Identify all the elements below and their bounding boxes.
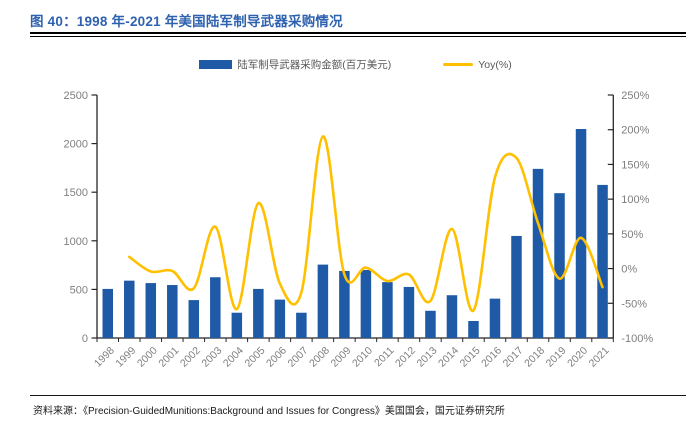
- bar-2008: [317, 264, 329, 338]
- source-note: 资料来源：《Precision-GuidedMunitions:Backgrou…: [33, 406, 505, 417]
- bar-2014: [446, 295, 458, 338]
- bar-2012: [403, 286, 415, 338]
- x-axis-label: 2006: [264, 345, 289, 370]
- x-axis-label: 2008: [307, 345, 332, 370]
- right-axis-label: 150%: [621, 159, 649, 171]
- bar-1998: [102, 288, 114, 338]
- title-divider: [30, 32, 686, 37]
- bar-2020: [575, 129, 587, 338]
- x-axis-label: 2021: [587, 345, 612, 370]
- x-axis-label: 2012: [393, 345, 418, 370]
- bar-2007: [296, 312, 307, 338]
- right-axis-label: 200%: [621, 125, 649, 137]
- bar-2003: [210, 277, 221, 338]
- right-axis-label: 50%: [621, 229, 643, 241]
- x-axis-label: 2018: [522, 345, 547, 370]
- x-axis-label: 2017: [501, 345, 526, 370]
- left-axis-label: 500: [70, 284, 88, 296]
- bar-2015: [468, 320, 479, 338]
- figure-title: 图 40：1998 年-2021 年美国陆军制导武器采购情况: [30, 14, 343, 29]
- footer-divider: [30, 395, 686, 396]
- x-axis-label: 2002: [178, 345, 203, 370]
- x-axis-label: 2005: [242, 345, 267, 370]
- bar-2002: [188, 300, 200, 338]
- x-axis-label: 1999: [113, 345, 138, 370]
- x-axis-label: 2015: [458, 345, 483, 370]
- bar-2006: [274, 299, 286, 338]
- left-axis-label: 2000: [64, 139, 88, 151]
- bar-2010: [360, 269, 372, 338]
- bar-series-swatch: [199, 60, 233, 69]
- bar-2013: [425, 310, 436, 338]
- left-axis-label: 1000: [64, 236, 88, 248]
- x-axis-label: 2014: [436, 345, 461, 370]
- left-axis-label: 2500: [64, 90, 88, 102]
- legend-item-bar: 陆军制导武器采购金额(百万美元): [199, 57, 391, 72]
- left-axis-label: 0: [82, 333, 88, 345]
- x-axis-label: 2001: [156, 345, 181, 370]
- bar-2011: [382, 282, 393, 338]
- legend-item-line: Yoy(%): [443, 58, 512, 71]
- bar-2000: [145, 283, 157, 338]
- right-axis-label: 100%: [621, 194, 649, 206]
- right-axis-label: 250%: [621, 90, 649, 102]
- chart-legend: 陆军制导武器采购金额(百万美元) Yoy(%): [97, 57, 614, 72]
- x-axis-label: 1998: [92, 345, 117, 370]
- bar-2016: [489, 298, 501, 338]
- legend-label-line: Yoy(%): [478, 58, 512, 71]
- right-axis-label: 0%: [621, 264, 637, 276]
- combo-chart: 0 500 1000 1500 2000 2500 -100% -50% 0% 50% 100% 15…: [64, 90, 654, 370]
- x-axis-label: 2003: [199, 345, 224, 370]
- right-axis-label: -100%: [621, 333, 653, 345]
- legend-label-bar: 陆军制导武器采购金额(百万美元): [237, 59, 392, 71]
- bar-2017: [511, 235, 522, 338]
- bar-1999: [124, 280, 135, 338]
- x-axis-label: 2013: [415, 345, 440, 370]
- bar-2005: [253, 288, 264, 338]
- x-axis-label: 2020: [565, 345, 590, 370]
- yoy-line: [128, 135, 604, 312]
- right-axis-label: -50%: [621, 298, 647, 310]
- x-axis-label: 2009: [329, 345, 354, 370]
- bar-2001: [167, 285, 178, 338]
- line-series-swatch: [443, 63, 474, 66]
- bar-2004: [231, 312, 243, 338]
- bar-2018: [532, 168, 544, 338]
- x-axis-label: 2007: [285, 345, 310, 370]
- x-axis-label: 2010: [350, 345, 375, 370]
- x-axis-label: 2019: [544, 345, 569, 370]
- x-axis-label: 2000: [135, 345, 160, 370]
- bar-2019: [554, 193, 565, 338]
- left-axis-label: 1500: [64, 187, 88, 199]
- x-axis-label: 2011: [372, 345, 397, 370]
- x-axis-label: 2016: [479, 345, 504, 370]
- bar-2021: [597, 184, 608, 338]
- bar-2009: [339, 270, 350, 338]
- x-axis-label: 2004: [221, 345, 246, 370]
